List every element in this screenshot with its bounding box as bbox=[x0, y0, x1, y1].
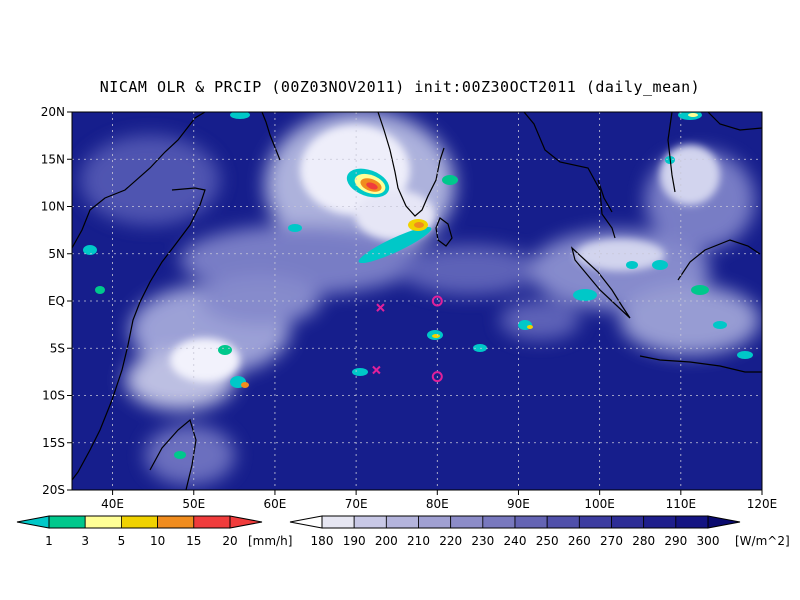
colorbar-box bbox=[321, 515, 355, 529]
colorbar-box bbox=[418, 515, 452, 529]
colorbar-tick-label: 270 bbox=[600, 534, 623, 548]
colorbar-tick-label: 1 bbox=[45, 534, 53, 548]
colorbar-tick-label: 260 bbox=[568, 534, 591, 548]
colorbar-box bbox=[193, 515, 231, 529]
colorbar-box bbox=[675, 515, 709, 529]
lat-tick-label: 20S bbox=[42, 483, 65, 497]
colorbar-box bbox=[353, 515, 387, 529]
lat-tick-label: 5S bbox=[50, 341, 65, 355]
lon-tick-label: 80E bbox=[426, 497, 449, 511]
colorbar-right-arrow bbox=[229, 515, 263, 529]
lat-tick-label: 10N bbox=[41, 200, 65, 214]
x-marker bbox=[376, 303, 385, 312]
colorbar-box bbox=[450, 515, 484, 529]
lon-tick-label: 50E bbox=[182, 497, 205, 511]
station-markers bbox=[372, 295, 443, 383]
lat-tick-label: 20N bbox=[41, 105, 65, 119]
map-title: NICAM OLR & PRCIP (00Z03NOV2011) init:00… bbox=[99, 78, 701, 96]
colorbar-left-arrow bbox=[289, 515, 323, 529]
x-marker bbox=[372, 365, 381, 375]
colorbar-unit: [W/m^2] bbox=[735, 534, 790, 548]
colorbar-tick-label: 250 bbox=[536, 534, 559, 548]
colorbar-tick-label: 240 bbox=[504, 534, 527, 548]
colorbar-tick-label: 220 bbox=[439, 534, 462, 548]
colorbar-box bbox=[121, 515, 159, 529]
colorbar-box bbox=[157, 515, 195, 529]
lat-lon-grid bbox=[72, 112, 762, 490]
colorbar-tick-label: 15 bbox=[186, 534, 201, 548]
colorbar-box bbox=[643, 515, 677, 529]
colorbar-tick-label: 230 bbox=[471, 534, 494, 548]
lon-tick-label: 60E bbox=[264, 497, 287, 511]
precip-field bbox=[83, 112, 753, 459]
colorbar-tick-label: 300 bbox=[697, 534, 720, 548]
circle-marker bbox=[431, 295, 443, 307]
colorbar-tick-label: 290 bbox=[664, 534, 687, 548]
lon-tick-label: 120E bbox=[747, 497, 778, 511]
lat-tick-label: 15S bbox=[42, 436, 65, 450]
colorbar-tick-label: 190 bbox=[343, 534, 366, 548]
lat-tick-label: 5N bbox=[48, 247, 65, 261]
colorbar-right-arrow bbox=[707, 515, 741, 529]
colorbar-unit: [mm/h] bbox=[248, 534, 292, 548]
lat-tick-label: 10S bbox=[42, 389, 65, 403]
colorbar-tick-label: 3 bbox=[81, 534, 89, 548]
lat-tick-label: 15N bbox=[41, 152, 65, 166]
colorbar-box bbox=[578, 515, 612, 529]
colorbar-box bbox=[84, 515, 122, 529]
olr-colorbar: 180 190 200 210 220 230 240 250 260 270 280 290 300 [… bbox=[289, 515, 790, 548]
colorbar-tick-label: 10 bbox=[150, 534, 165, 548]
colorbar-box bbox=[482, 515, 516, 529]
lon-tick-label: 100E bbox=[584, 497, 615, 511]
lon-tick-label: 70E bbox=[345, 497, 368, 511]
colorbar-tick-label: 210 bbox=[407, 534, 430, 548]
lon-tick-label: 40E bbox=[101, 497, 124, 511]
coastlines bbox=[72, 112, 762, 490]
lon-tick-label: 110E bbox=[666, 497, 697, 511]
colorbar-box bbox=[385, 515, 419, 529]
colorbar-box bbox=[514, 515, 548, 529]
longitude-axis: 40E 50E 60E 70E 80E 90E 100E 110E 120E bbox=[101, 490, 777, 511]
colorbar-box bbox=[546, 515, 580, 529]
circle-marker bbox=[431, 371, 443, 383]
colorbar-box bbox=[48, 515, 86, 529]
latitude-axis: 20N 15N 10N 5N EQ 5S 10S 15S 20S bbox=[41, 105, 72, 497]
precip-colorbar: 1 3 5 10 15 20 [mm/h] bbox=[16, 515, 292, 548]
colorbar-tick-label: 200 bbox=[375, 534, 398, 548]
colorbar-tick-label: 5 bbox=[118, 534, 126, 548]
lon-tick-label: 90E bbox=[507, 497, 530, 511]
colorbar-box bbox=[611, 515, 645, 529]
colorbar-tick-label: 180 bbox=[311, 534, 334, 548]
colorbar-left-arrow bbox=[16, 515, 50, 529]
lat-tick-label: EQ bbox=[48, 294, 65, 308]
colorbar-tick-label: 280 bbox=[632, 534, 655, 548]
olr-cloud-field bbox=[80, 112, 760, 485]
colorbar-tick-label: 20 bbox=[222, 534, 237, 548]
